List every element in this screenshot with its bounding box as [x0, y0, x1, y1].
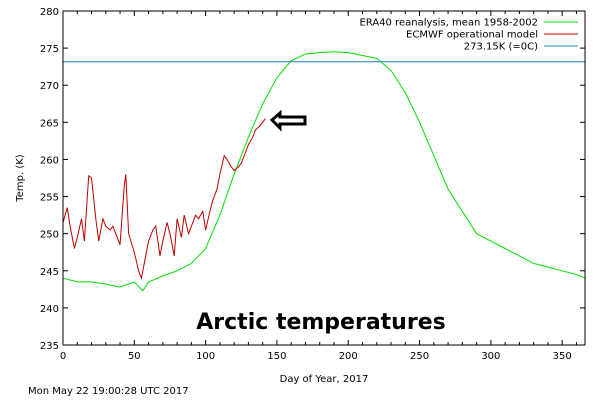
x-tick-label: 150 [267, 351, 286, 362]
y-tick-label: 250 [40, 230, 59, 241]
series-layer [62, 51, 586, 292]
y-tick-label: 270 [40, 81, 59, 92]
legend-label-2: 273.15K (=0C) [464, 42, 538, 53]
x-tick-label: 350 [553, 351, 572, 362]
x-tick-label: 50 [128, 351, 141, 362]
chart-annotation: Arctic temperatures [196, 310, 445, 335]
x-tick-label: 200 [339, 351, 358, 362]
x-tick-label: 300 [481, 351, 500, 362]
y-tick-label: 275 [40, 44, 59, 55]
y-tick-label: 280 [40, 7, 59, 18]
timestamp-footer: Mon May 22 19:00:28 UTC 2017 [28, 386, 189, 397]
y-tick-label: 260 [40, 155, 59, 166]
y-tick-label: 235 [40, 341, 59, 352]
y-tick-label: 265 [40, 118, 59, 129]
ticks-layer: 0 50 100 150 200 250 300 350 235 240 245 250 255 260 2… [40, 7, 585, 362]
series-line-0 [62, 51, 586, 292]
plot-frame [62, 10, 586, 346]
x-tick-label: 100 [196, 351, 215, 362]
x-axis-label: Day of Year, 2017 [280, 374, 369, 385]
y-tick-label: 240 [40, 304, 59, 315]
x-tick-label: 0 [60, 351, 66, 362]
legend-label-1: ECMWF operational model [406, 30, 538, 41]
y-axis-label: Temp. (K) [15, 154, 26, 202]
y-tick-label: 255 [40, 193, 59, 204]
x-tick-label: 250 [410, 351, 429, 362]
y-tick-label: 245 [40, 267, 59, 278]
left-arrow-icon [269, 109, 307, 132]
series-line-1 [62, 118, 266, 281]
legend-label-0: ERA40 reanalysis, mean 1958-2002 [359, 18, 538, 29]
